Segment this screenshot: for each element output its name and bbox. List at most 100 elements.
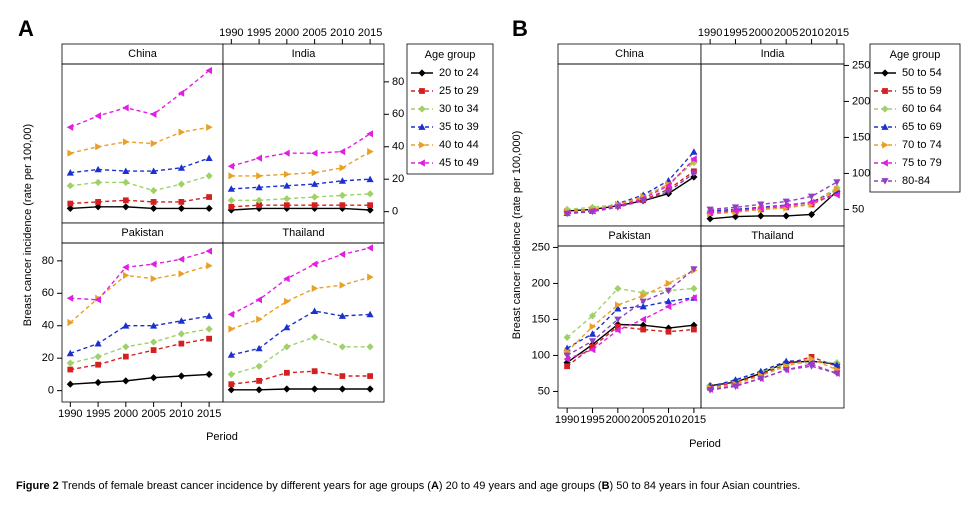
- data-point: [664, 324, 673, 332]
- data-point: [284, 297, 291, 305]
- x-tick-label: 1990: [58, 408, 82, 420]
- data-point: [227, 185, 235, 192]
- data-point: [256, 202, 262, 208]
- data-point: [206, 194, 212, 200]
- data-point: [339, 202, 346, 208]
- data-point: [690, 294, 697, 302]
- x-tick-label: 2000: [606, 414, 630, 426]
- data-point: [283, 385, 291, 393]
- y-tick-label: 250: [852, 59, 870, 71]
- data-point: [563, 210, 571, 218]
- data-point: [588, 330, 597, 337]
- data-point: [66, 123, 74, 131]
- series-line: [70, 338, 210, 371]
- y-axis-label: Breast cancer incidence (rate per 100,00…: [511, 131, 523, 340]
- y-tick-label: 100: [532, 349, 550, 361]
- data-point: [588, 346, 596, 354]
- data-point: [706, 215, 714, 223]
- data-point: [122, 167, 130, 174]
- series-line: [710, 188, 838, 215]
- data-point: [706, 206, 714, 213]
- facet-title: India: [761, 48, 786, 60]
- data-point: [67, 318, 74, 327]
- series-line: [566, 325, 694, 367]
- data-point: [178, 270, 185, 278]
- data-point: [664, 287, 673, 295]
- data-point: [227, 370, 235, 378]
- series-line: [231, 204, 371, 208]
- y-tick-label: 80: [392, 76, 404, 88]
- data-point: [256, 172, 263, 180]
- series-line: [567, 158, 695, 214]
- data-point: [367, 202, 373, 208]
- data-point: [640, 292, 647, 300]
- data-point: [150, 110, 157, 118]
- data-point: [205, 325, 213, 333]
- series-line: [70, 69, 210, 128]
- data-point: [150, 338, 158, 346]
- series-line: [567, 176, 695, 212]
- y-tick-label: 150: [532, 313, 550, 325]
- series-line: [69, 265, 210, 324]
- data-point: [122, 343, 130, 351]
- series-line: [566, 297, 694, 349]
- data-point: [122, 263, 129, 271]
- data-point: [150, 260, 157, 268]
- data-point: [66, 380, 74, 388]
- data-point: [757, 201, 765, 208]
- data-point: [782, 367, 790, 374]
- data-point: [339, 373, 346, 379]
- data-point: [782, 212, 790, 220]
- legend-marker: [882, 88, 888, 94]
- data-point: [227, 386, 235, 394]
- series-line: [70, 315, 210, 354]
- series-line: [231, 336, 371, 376]
- data-point: [283, 275, 290, 283]
- data-point: [122, 377, 130, 385]
- data-point: [66, 294, 74, 302]
- legend-label: 30 to 34: [439, 103, 479, 115]
- plot-area: [222, 63, 385, 224]
- data-point: [311, 333, 319, 341]
- data-point: [284, 202, 290, 208]
- y-tick-label: 80: [42, 255, 54, 267]
- data-point: [150, 199, 157, 205]
- data-point: [588, 312, 597, 320]
- data-point: [782, 357, 790, 365]
- data-point: [205, 204, 213, 212]
- data-point: [177, 255, 185, 263]
- legend-marker: [882, 141, 889, 149]
- data-point: [283, 195, 291, 203]
- data-point: [639, 315, 647, 323]
- data-point: [178, 128, 185, 136]
- data-point: [150, 139, 158, 148]
- data-point: [366, 310, 374, 318]
- data-point: [589, 323, 597, 331]
- data-point: [366, 343, 374, 351]
- x-tick-label: 2000: [114, 408, 138, 420]
- data-point: [255, 183, 263, 191]
- y-tick-label: 150: [852, 131, 870, 143]
- data-point: [690, 284, 698, 293]
- x-tick-label: 2000: [275, 27, 299, 39]
- data-point: [757, 204, 764, 212]
- series-line: [567, 172, 695, 215]
- data-point: [367, 273, 374, 281]
- data-point: [665, 328, 672, 335]
- data-point: [664, 302, 672, 311]
- data-point: [206, 123, 213, 131]
- caption-label: Figure 2: [16, 480, 59, 492]
- y-axis-label: Breast cancer incidence (rate per 100,00…: [22, 124, 34, 326]
- series-line: [70, 196, 210, 205]
- data-point: [177, 330, 185, 338]
- x-tick-label: 2005: [302, 27, 326, 39]
- data-point: [690, 170, 698, 177]
- legend-label: 45 to 49: [439, 157, 479, 169]
- legend-marker: [881, 69, 889, 77]
- data-point: [338, 191, 346, 199]
- data-point: [123, 138, 130, 146]
- x-tick-label: 1990: [555, 414, 579, 426]
- x-tick-label: 2010: [656, 414, 680, 426]
- legend-title: Age group: [425, 49, 476, 61]
- plot-area: [61, 242, 224, 403]
